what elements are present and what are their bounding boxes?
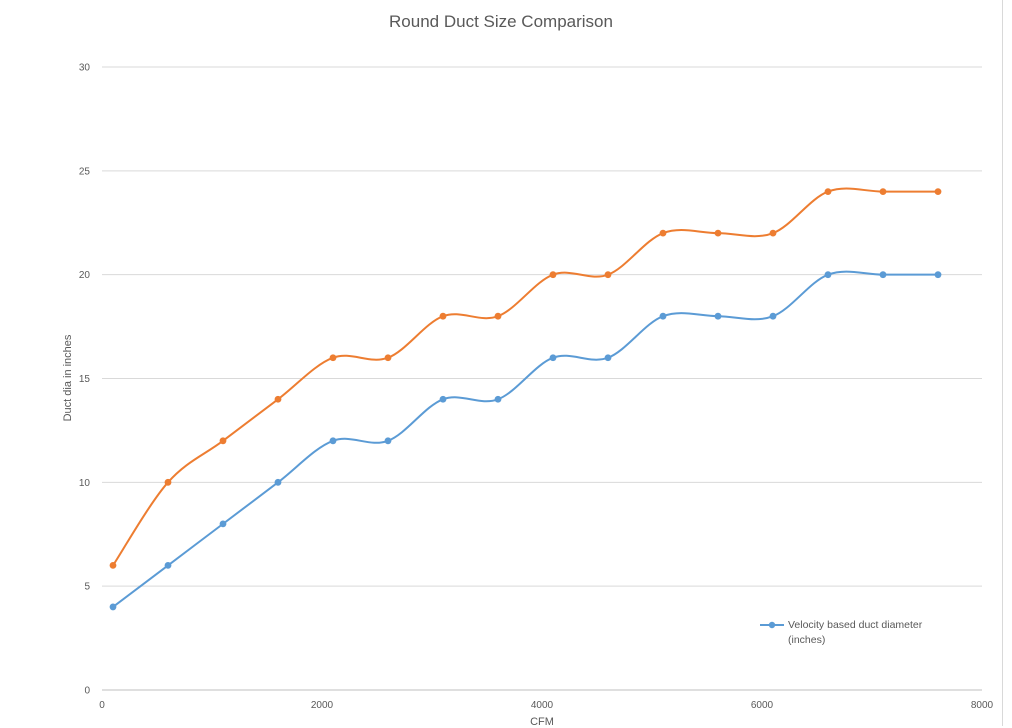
series-1-point	[879, 188, 887, 196]
y-tick-label: 30	[79, 63, 91, 74]
series-1-point	[934, 188, 942, 196]
series-1-point	[604, 271, 612, 279]
legend-swatch	[760, 621, 784, 629]
series-0-point	[439, 395, 447, 403]
series-0-point	[769, 312, 777, 320]
y-tick-label: 5	[84, 582, 90, 593]
series-0-point	[824, 271, 832, 279]
chart-border-right	[1002, 0, 1003, 726]
x-tick-label: 0	[99, 700, 105, 711]
series-0-point	[329, 437, 337, 445]
x-axis-label: CFM	[530, 716, 554, 728]
series-0-point	[164, 562, 172, 569]
series-1-point	[549, 271, 557, 279]
series-1-point	[274, 395, 282, 403]
series-0-point	[274, 478, 282, 486]
series-1-point	[769, 229, 777, 237]
x-tick-label: 4000	[531, 700, 554, 711]
y-tick-label: 25	[79, 166, 91, 177]
series-0-point	[879, 271, 887, 279]
x-tick-label: 6000	[751, 700, 774, 711]
series-0-point	[109, 603, 117, 611]
x-tick-label: 8000	[971, 700, 994, 711]
y-tick-label: 20	[79, 270, 91, 281]
series-0-point	[934, 271, 942, 279]
chart-title: Round Duct Size Comparison	[389, 12, 613, 31]
series-1-point	[329, 354, 337, 362]
series-1-point	[714, 229, 722, 237]
y-tick-label: 10	[79, 478, 91, 489]
x-tick-label: 2000	[311, 700, 334, 711]
series-1-point	[384, 354, 392, 362]
series-1-point	[109, 562, 117, 569]
y-tick-label: 15	[79, 374, 91, 385]
series-0-point	[384, 437, 392, 445]
legend-entry-velocity: Velocity based duct diameter (inches)	[788, 619, 923, 646]
series-0-point	[659, 312, 667, 320]
series-0-point	[219, 520, 227, 528]
series-1-point	[439, 312, 447, 320]
series-0-point	[494, 395, 502, 403]
series-1-point	[219, 437, 227, 445]
y-tick-label: 0	[84, 686, 90, 697]
series-1-point	[659, 229, 667, 237]
series-1-point	[164, 478, 172, 486]
series-1-point	[824, 188, 832, 196]
series-0-point	[604, 354, 612, 362]
series-1-point	[494, 312, 502, 320]
series-0-point	[549, 354, 557, 362]
series-0-point	[714, 312, 722, 320]
series-line-1	[112, 187, 939, 567]
series-line-0	[112, 270, 939, 608]
